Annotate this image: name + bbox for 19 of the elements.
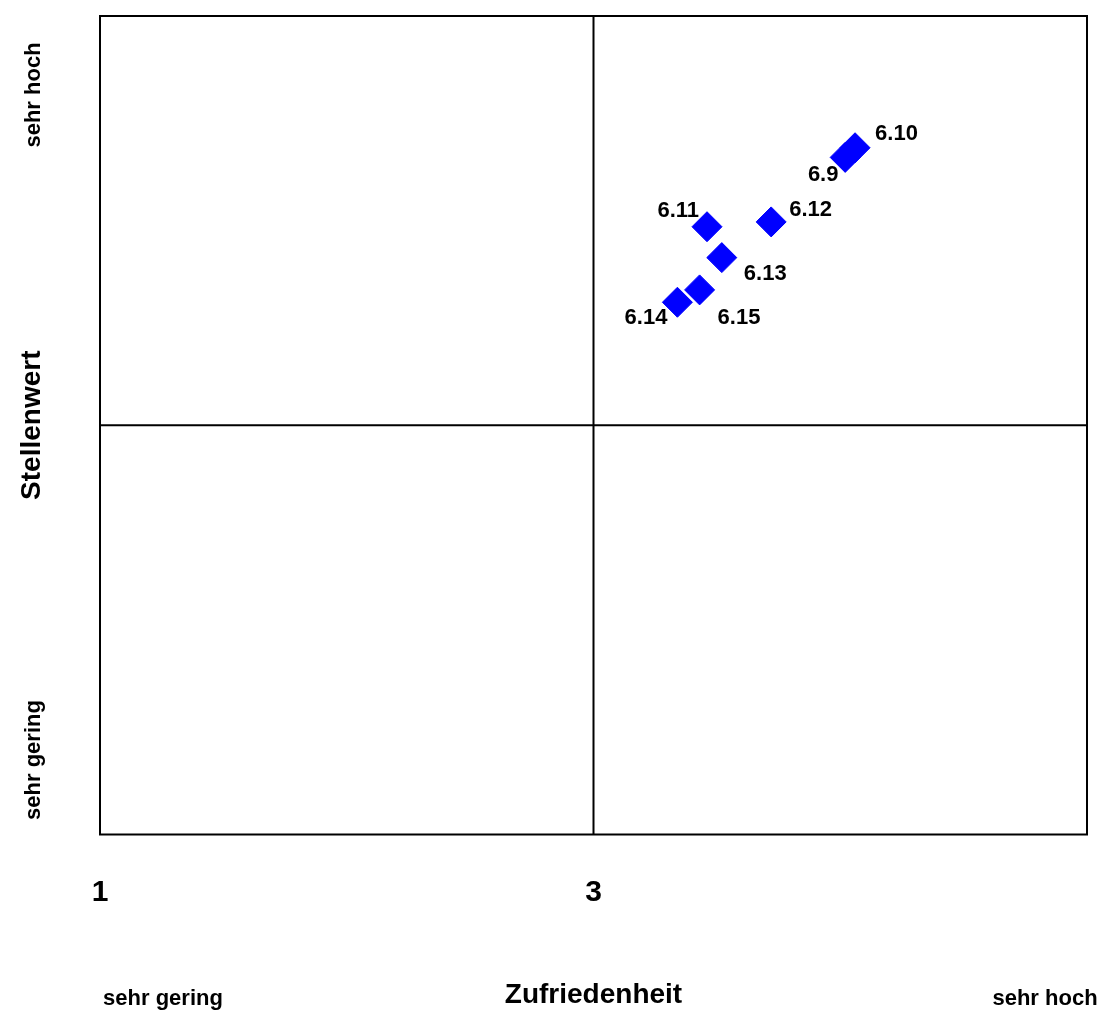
text: sehr hoch <box>20 42 46 148</box>
text: sehr hoch <box>992 985 1098 1011</box>
point <box>839 132 871 164</box>
point <box>755 206 787 238</box>
y-axis-title: Stellenwert <box>14 350 46 500</box>
annotation: 6.10 <box>875 119 918 145</box>
annotation: 6.11 <box>657 196 700 222</box>
annotation: 6.9 <box>807 161 839 187</box>
annotation: 6.15 <box>717 303 761 329</box>
x-tick-label: 1 <box>91 873 109 907</box>
x-tick-label: 3 <box>585 873 602 907</box>
annotation: 6.12 <box>789 195 832 221</box>
text: sehr gering <box>20 700 46 820</box>
point <box>684 274 716 306</box>
text: sehr gering <box>103 985 223 1011</box>
annotation: 6.13 <box>743 259 787 285</box>
annotation: 6.14 <box>624 304 669 330</box>
point <box>706 242 738 274</box>
x-axis-title: Zufriedenheit <box>504 977 683 1009</box>
